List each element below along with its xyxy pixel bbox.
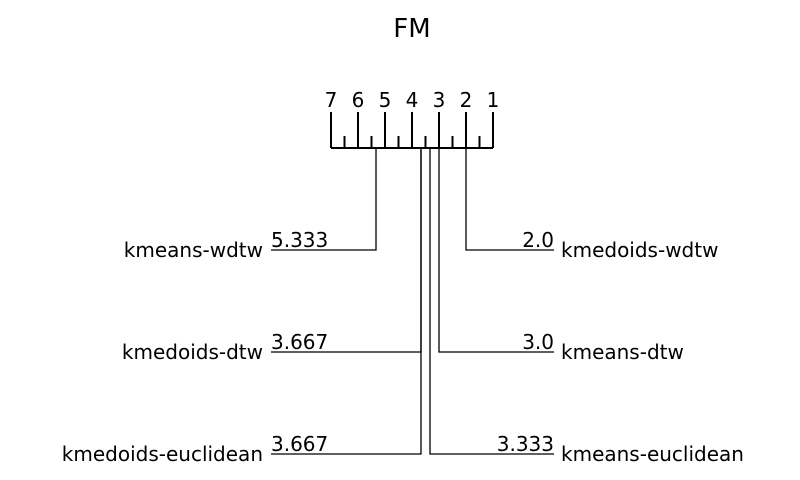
tick-label: 5 — [379, 88, 392, 112]
method-connector — [271, 148, 377, 251]
method-connector — [438, 148, 554, 353]
rank-value: 3.667 — [271, 432, 328, 456]
method-connectors: 5.333 kmeans-wdtw 3.667 kmedoids-dtw 3.667 km… — [62, 148, 744, 466]
rank-value: 3.333 — [497, 432, 554, 456]
rank-value: 5.333 — [271, 228, 328, 252]
chart-title: FM — [393, 14, 430, 44]
tick-label: 3 — [433, 88, 446, 112]
method-label: kmedoids-dtw — [122, 340, 263, 364]
method-label: kmedoids-euclidean — [62, 442, 263, 466]
method-label: kmeans-euclidean — [561, 442, 744, 466]
method-label: kmeans-dtw — [561, 340, 684, 364]
method-connector — [429, 148, 554, 455]
tick-label: 7 — [325, 88, 338, 112]
method-connector — [465, 148, 554, 251]
tick-label: 6 — [352, 88, 365, 112]
rank-value: 3.667 — [271, 330, 328, 354]
method-label: kmeans-wdtw — [124, 238, 263, 262]
rank-value: 2.0 — [522, 228, 554, 252]
method-connector — [271, 148, 422, 455]
method-label: kmedoids-wdtw — [561, 238, 718, 262]
tick-label: 2 — [460, 88, 473, 112]
tick-label: 4 — [406, 88, 419, 112]
rank-value: 3.0 — [522, 330, 554, 354]
tick-label: 1 — [487, 88, 500, 112]
